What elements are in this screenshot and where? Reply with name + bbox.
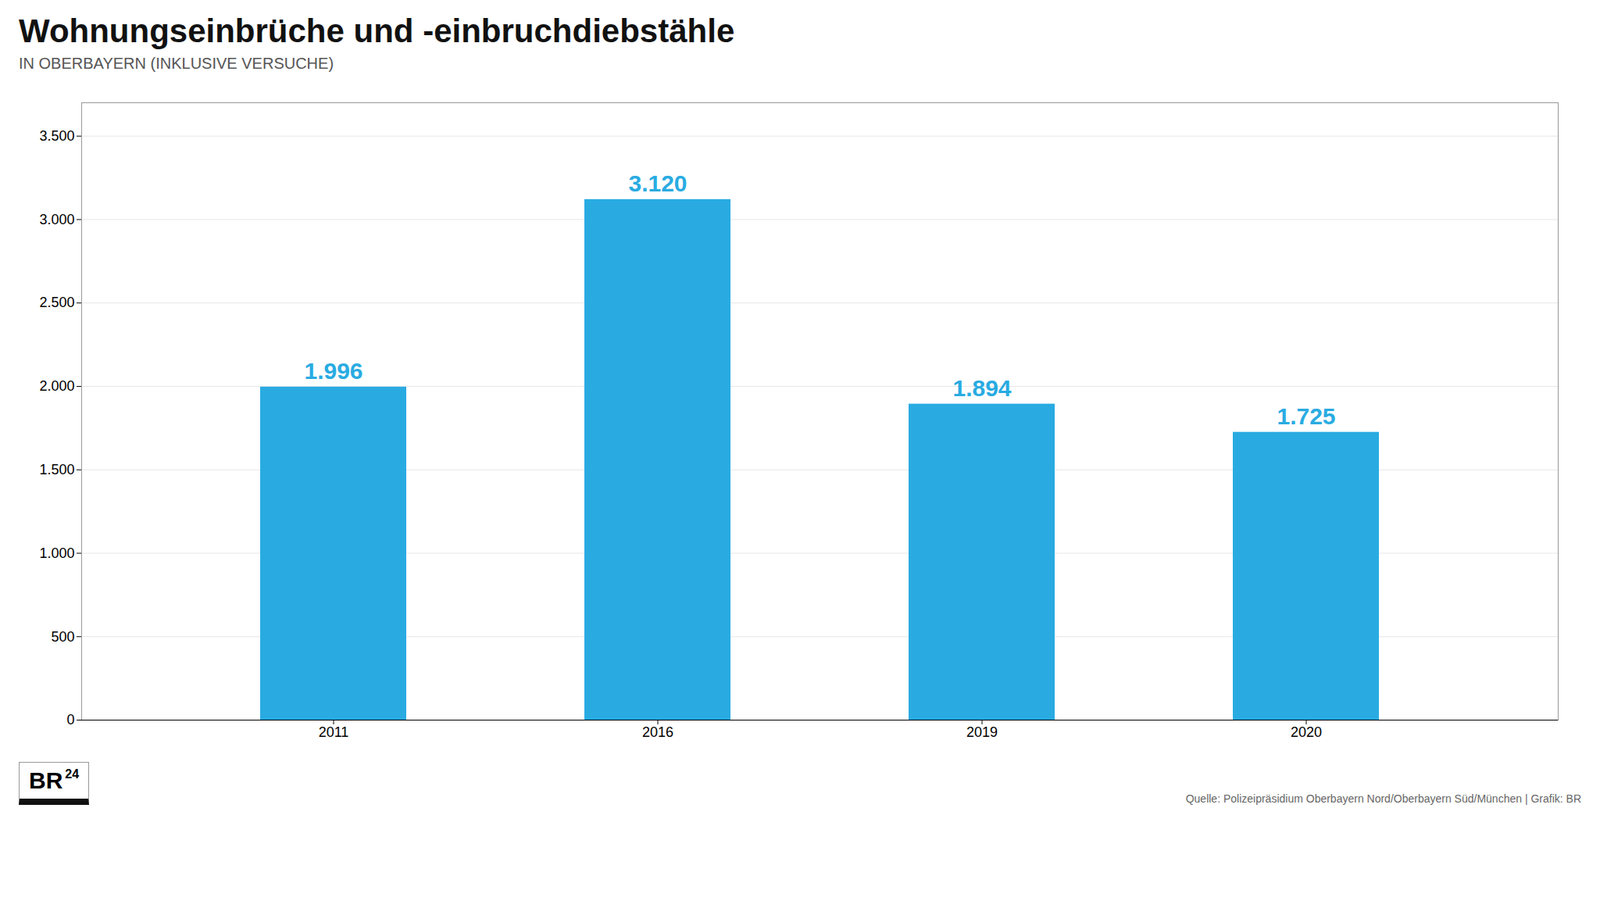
svg-text:1.725: 1.725: [1276, 403, 1336, 429]
svg-text:500: 500: [50, 628, 75, 645]
html-text:BR24: BR24: [28, 767, 79, 793]
svg-text:2016: 2016: [642, 724, 674, 740]
html-text:Wohnungseinbrüche und -einbruc: Wohnungseinbrüche und -einbruchdiebstähl…: [18, 12, 735, 50]
svg-text:2019: 2019: [966, 724, 998, 740]
svg-text:1.500: 1.500: [39, 461, 75, 478]
svg-text:1.000: 1.000: [39, 545, 75, 561]
svg-text:2011: 2011: [318, 724, 350, 740]
html-text:Quelle: Polizeipräsidium Oberb: Quelle: Polizeipräsidium Oberbayern Nord…: [1185, 792, 1582, 805]
svg-text:3.120: 3.120: [628, 170, 687, 197]
svg-text:3.000: 3.000: [39, 211, 75, 228]
svg-text:2.500: 2.500: [39, 294, 75, 311]
svg-text:1.996: 1.996: [303, 357, 363, 384]
svg-text:0: 0: [66, 711, 75, 728]
svg-text:1.894: 1.894: [952, 375, 1011, 401]
svg-text:2020: 2020: [1290, 724, 1322, 740]
svg-text:3.500: 3.500: [39, 128, 75, 144]
html-text:IN OBERBAYERN (INKLUSIVE VERSU: IN OBERBAYERN (INKLUSIVE VERSUCHE): [18, 54, 334, 72]
svg-text:2.000: 2.000: [39, 378, 75, 394]
